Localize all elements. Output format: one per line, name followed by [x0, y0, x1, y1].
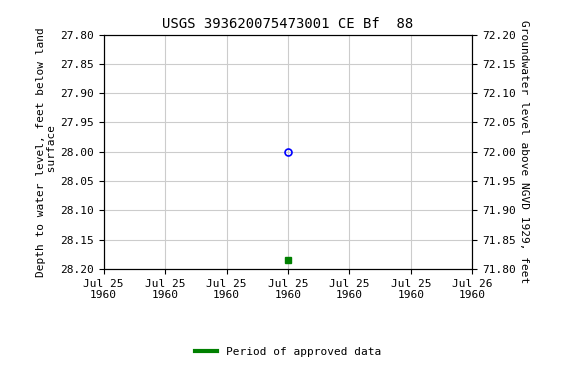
Y-axis label: Groundwater level above NGVD 1929, feet: Groundwater level above NGVD 1929, feet [518, 20, 529, 283]
Title: USGS 393620075473001 CE Bf  88: USGS 393620075473001 CE Bf 88 [162, 17, 414, 31]
Y-axis label: Depth to water level, feet below land
 surface: Depth to water level, feet below land su… [36, 27, 58, 276]
Legend: Period of approved data: Period of approved data [191, 343, 385, 362]
